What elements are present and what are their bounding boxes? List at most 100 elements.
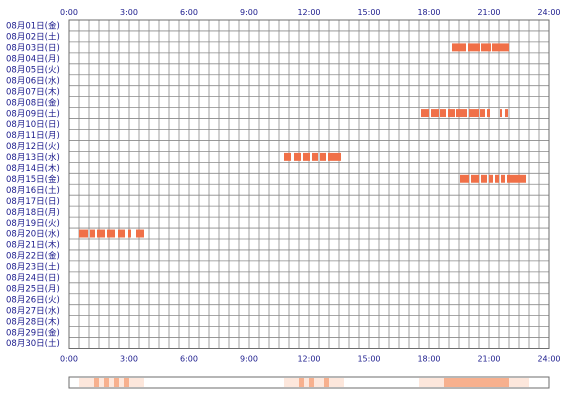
day-label: 08月22日(金) <box>6 251 60 262</box>
activity-segment <box>489 174 493 183</box>
activity-segment <box>136 229 144 238</box>
activity-segment <box>487 109 490 118</box>
day-label: 08月11日(月) <box>6 131 60 141</box>
activity-segment <box>500 109 502 118</box>
activity-segment <box>118 229 125 238</box>
hour-tick-label: 3:00 <box>120 355 138 364</box>
hour-tick-label: 18:00 <box>417 355 440 364</box>
summary-cell <box>454 378 459 387</box>
activity-segment <box>505 109 508 118</box>
activity-segment <box>481 174 487 183</box>
summary-cell <box>489 378 494 387</box>
activity-segments <box>79 43 526 238</box>
summary-cell <box>439 378 444 387</box>
activity-segment <box>328 152 341 161</box>
summary-cell <box>119 378 124 387</box>
hour-tick-label: 9:00 <box>240 8 258 17</box>
day-label: 08月15日(金) <box>6 174 60 185</box>
activity-segment <box>79 229 88 238</box>
summary-cell <box>434 378 439 387</box>
summary-cell <box>329 378 334 387</box>
summary-cell <box>294 378 299 387</box>
hour-tick-label: 9:00 <box>240 355 258 364</box>
hour-tick-label: 24:00 <box>537 355 560 364</box>
summary-cell <box>334 378 339 387</box>
summary-cell <box>289 378 294 387</box>
activity-segment <box>312 152 318 161</box>
summary-cell <box>89 378 94 387</box>
activity-segment <box>320 152 326 161</box>
day-label: 08月28日(木) <box>6 316 60 327</box>
day-label: 08月17日(日) <box>6 197 60 207</box>
summary-cell <box>134 378 139 387</box>
activity-segment <box>468 43 480 52</box>
summary-cell <box>524 378 529 387</box>
summary-cell <box>309 378 314 387</box>
summary-cell <box>94 378 99 387</box>
summary-cell <box>139 378 144 387</box>
hour-tick-label: 21:00 <box>477 355 500 364</box>
summary-cell <box>519 378 524 387</box>
summary-cell <box>459 378 464 387</box>
summary-cell <box>109 378 114 387</box>
hour-tick-label: 24:00 <box>537 8 560 17</box>
summary-cell <box>509 378 514 387</box>
summary-cell <box>479 378 484 387</box>
top-hour-axis: 0:00 3:00 6:00 9:00 12:00 15:00 18:00 21:00 24:0… <box>60 8 561 17</box>
day-label: 08月19日(火) <box>6 219 60 229</box>
summary-cell <box>304 378 309 387</box>
day-label: 08月14日(木) <box>6 163 60 174</box>
activity-segment <box>431 109 439 118</box>
summary-cell <box>124 378 129 387</box>
grid <box>68 19 550 349</box>
hour-tick-label: 3:00 <box>120 8 138 17</box>
hour-tick-label: 12:00 <box>297 8 320 17</box>
summary-cell <box>429 378 434 387</box>
activity-segment <box>481 43 491 52</box>
summary-cell <box>314 378 319 387</box>
hour-tick-label: 15:00 <box>357 355 380 364</box>
summary-cell <box>424 378 429 387</box>
hour-tick-label: 21:00 <box>477 8 500 17</box>
day-label: 08月26日(火) <box>6 295 60 305</box>
day-label: 08月05日(火) <box>6 65 60 75</box>
day-label: 08月03日(日) <box>6 44 60 54</box>
bottom-hour-axis: 0:00 3:00 6:00 9:00 12:00 15:00 18:00 21:00 24:0… <box>60 355 561 364</box>
summary-cell <box>499 378 504 387</box>
summary-cell <box>469 378 474 387</box>
hour-tick-label: 6:00 <box>180 8 198 17</box>
activity-segment <box>507 174 526 183</box>
summary-strip <box>68 376 550 389</box>
activity-segment <box>501 174 505 183</box>
hour-tick-label: 0:00 <box>60 355 78 364</box>
activity-segment <box>128 229 131 238</box>
day-label: 08月04日(月) <box>6 55 60 65</box>
activity-segment <box>492 43 509 52</box>
summary-cell <box>494 378 499 387</box>
summary-cell <box>129 378 134 387</box>
day-label: 08月20日(水) <box>6 229 60 240</box>
summary-cell <box>114 378 119 387</box>
activity-segment <box>294 152 301 161</box>
day-label: 08月08日(金) <box>6 97 60 108</box>
activity-segment <box>460 174 469 183</box>
day-label: 08月16日(土) <box>6 185 60 196</box>
summary-cell <box>444 378 449 387</box>
activity-segment <box>97 229 105 238</box>
summary-cell <box>99 378 104 387</box>
summary-cell <box>324 378 329 387</box>
activity-segment <box>452 43 466 52</box>
summary-cell <box>104 378 109 387</box>
activity-segment <box>440 109 446 118</box>
activity-segment <box>456 109 467 118</box>
summary-cell <box>299 378 304 387</box>
summary-cell <box>319 378 324 387</box>
summary-cell <box>484 378 489 387</box>
hour-tick-label: 6:00 <box>180 355 198 364</box>
activity-segment <box>421 109 429 118</box>
day-label: 08月18日(月) <box>6 208 60 218</box>
day-label: 08月21日(木) <box>6 240 60 251</box>
day-label: 08月02日(土) <box>6 32 60 43</box>
summary-cell <box>419 378 424 387</box>
